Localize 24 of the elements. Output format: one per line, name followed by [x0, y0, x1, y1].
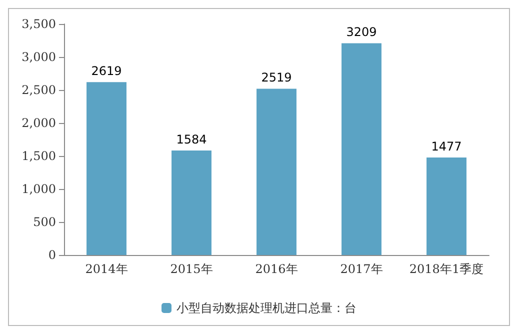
data-label: 1477 [431, 140, 462, 154]
x-tick-label: 2016年 [255, 262, 298, 276]
y-tick-label: 2,500 [22, 83, 56, 97]
y-tick-label: 500 [33, 215, 56, 229]
y-tick-label: 0 [48, 248, 56, 262]
data-label: 2519 [261, 70, 292, 85]
data-label: 1584 [176, 132, 207, 146]
x-tick-label: 2018年1季度 [409, 262, 484, 276]
y-tick-label: 3,000 [22, 50, 56, 64]
legend-label: 小型自动数据处理机进口总量：台 [176, 301, 356, 315]
x-tick-label: 2014年 [85, 262, 128, 276]
bar [426, 158, 466, 255]
bar [342, 43, 382, 255]
bar [256, 88, 296, 255]
bar [86, 82, 126, 255]
y-tick-label: 3,500 [22, 17, 56, 31]
bar [172, 150, 212, 255]
y-tick-label: 1,500 [22, 149, 56, 163]
data-label: 2619 [91, 64, 122, 78]
x-tick-label: 2015年 [170, 262, 213, 276]
y-tick-label: 2,000 [22, 116, 56, 130]
x-tick-label: 2017年 [340, 262, 383, 276]
y-tick-label: 1,000 [22, 182, 56, 196]
data-label: 3209 [346, 25, 377, 40]
